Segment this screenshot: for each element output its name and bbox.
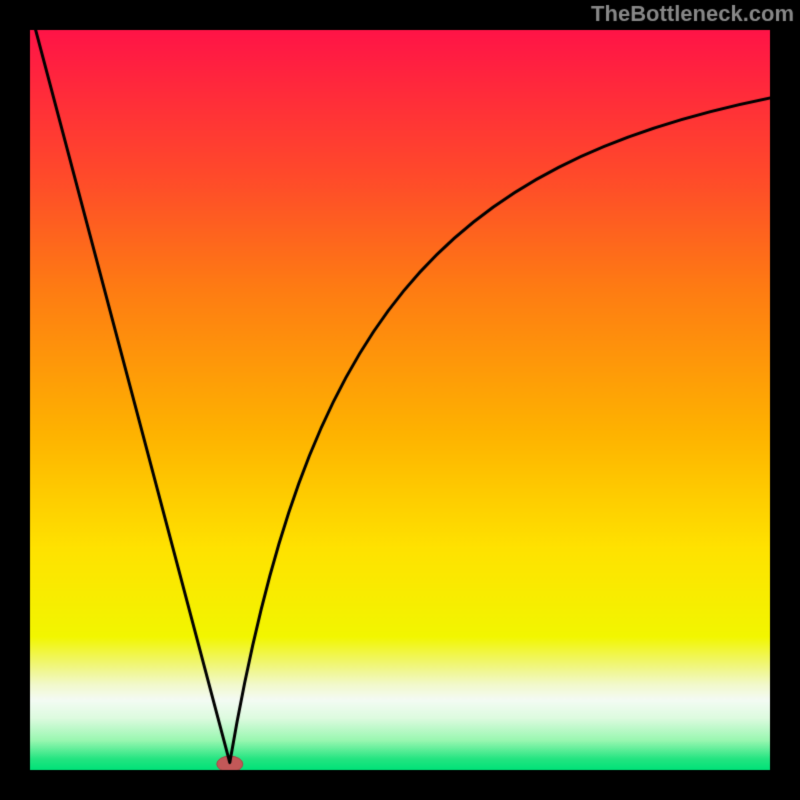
bottleneck-chart [0, 0, 800, 800]
